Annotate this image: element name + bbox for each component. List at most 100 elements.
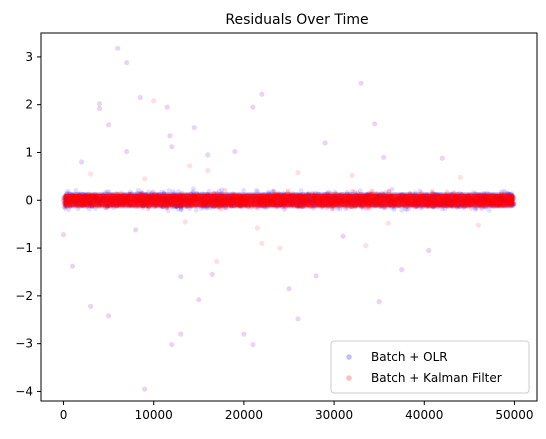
outlier-point (167, 133, 173, 139)
x-tick-label: 40000 (405, 408, 443, 422)
outlier-point (79, 159, 85, 165)
outlier-point (214, 258, 220, 264)
data-point (139, 189, 144, 195)
data-point (364, 206, 369, 212)
data-point (266, 189, 271, 195)
data-point (281, 207, 287, 213)
outlier-point (182, 219, 188, 225)
outlier-point (133, 227, 139, 233)
data-point (337, 206, 343, 212)
data-point (386, 188, 392, 194)
data-point (331, 206, 336, 211)
outlier-point (205, 168, 211, 174)
data-point (75, 206, 81, 212)
outlier-point (295, 170, 301, 176)
outlier-point (106, 313, 112, 319)
outlier-point (349, 172, 355, 178)
outlier-point (70, 263, 76, 269)
legend-box (330, 340, 530, 394)
outlier-point (137, 94, 143, 101)
data-point (391, 207, 397, 213)
data-point (332, 189, 338, 195)
data-point (175, 206, 181, 212)
outlier-point (381, 154, 387, 160)
outlier-point (457, 174, 463, 180)
data-point (298, 188, 304, 193)
legend-marker (346, 354, 352, 360)
outlier-point (259, 91, 265, 97)
data-point (271, 188, 277, 194)
data-point (404, 207, 409, 213)
data-point (193, 207, 199, 213)
outlier-point (340, 233, 346, 239)
data-point (170, 189, 176, 194)
outlier-point (295, 316, 301, 322)
data-point (219, 187, 225, 193)
series-1-outliers (88, 98, 481, 264)
data-point (86, 206, 92, 212)
outlier-point (124, 148, 130, 155)
data-point (344, 189, 350, 195)
data-point (402, 206, 408, 212)
y-tick-label: −3 (15, 337, 33, 351)
data-point (216, 188, 222, 194)
x-tick-label: 10000 (135, 408, 173, 422)
data-point (501, 188, 507, 194)
data-point (178, 207, 184, 213)
outlier-point (376, 299, 382, 305)
outlier-point (191, 125, 197, 131)
outlier-point (169, 342, 175, 348)
data-point (468, 206, 474, 211)
series-0-outliers (60, 45, 445, 392)
data-point (444, 189, 450, 195)
data-point (106, 189, 112, 195)
y-tick-label: 1 (25, 145, 33, 159)
outlier-point (88, 171, 94, 177)
outlier-point (363, 243, 369, 249)
y-tick-label: 3 (25, 50, 33, 64)
data-point (357, 188, 363, 194)
data-point (311, 206, 317, 211)
data-point (285, 188, 291, 194)
data-point (204, 205, 209, 211)
outlier-point (142, 386, 148, 392)
outlier-point (385, 220, 391, 226)
data-point (389, 186, 395, 192)
data-point (486, 208, 492, 213)
data-point (218, 206, 224, 212)
outlier-point (205, 152, 211, 158)
outlier-point (187, 163, 193, 169)
data-point (178, 205, 184, 211)
data-point (206, 188, 212, 194)
outlier-point (313, 273, 319, 279)
data-point (386, 189, 392, 195)
data-point (399, 207, 405, 213)
plot-frame (40, 32, 538, 402)
outlier-point (399, 267, 405, 273)
data-point (66, 207, 71, 213)
data-point (241, 187, 247, 193)
outlier-point (250, 104, 256, 110)
data-point (150, 189, 156, 195)
data-point (159, 189, 165, 195)
data-point (145, 206, 151, 212)
x-tick-label: 30000 (315, 408, 353, 422)
y-tick-label: −4 (15, 384, 33, 398)
data-point (429, 188, 435, 194)
outlier-point (178, 274, 184, 280)
data-point (367, 205, 372, 211)
y-tick-label: 2 (25, 98, 33, 112)
outlier-point (358, 80, 364, 86)
outlier-point (209, 271, 215, 277)
data-point (369, 188, 375, 194)
data-point (127, 189, 133, 195)
legend-marker (346, 375, 352, 381)
legend-label: Batch + OLR (371, 350, 448, 364)
data-point (166, 188, 172, 193)
data-point (472, 205, 478, 211)
data-point (324, 205, 330, 211)
data-point (63, 206, 68, 212)
data-point (418, 205, 424, 211)
